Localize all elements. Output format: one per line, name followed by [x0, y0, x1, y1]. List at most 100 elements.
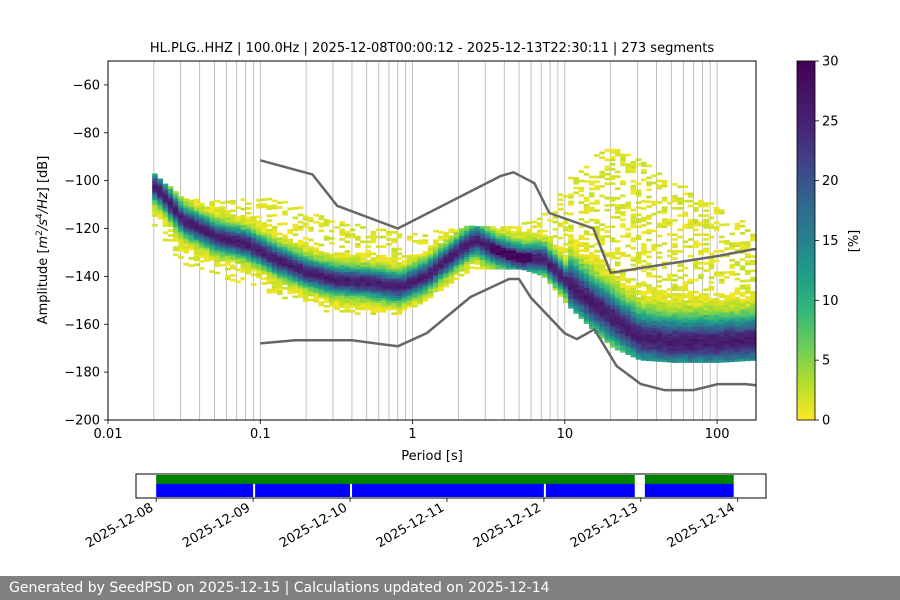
heatmap-cell	[739, 267, 746, 271]
heatmap-cell	[380, 269, 387, 272]
heatmap-cell	[479, 250, 486, 253]
heatmap-cell	[500, 252, 507, 256]
heatmap-cell	[666, 359, 673, 363]
heatmap-cell	[256, 270, 262, 274]
heatmap-cell	[193, 227, 200, 231]
heatmap-cell	[443, 255, 449, 259]
heatmap-cell	[406, 300, 413, 303]
heatmap-cell	[578, 309, 585, 312]
heatmap-cell	[682, 317, 689, 320]
heatmap-cell	[682, 211, 689, 215]
heatmap-cell	[661, 349, 668, 353]
heatmap-cell	[510, 245, 517, 248]
heatmap-cell	[521, 246, 527, 249]
heatmap-cell	[406, 278, 413, 282]
heatmap-cell	[495, 250, 501, 253]
heatmap-cell	[417, 299, 423, 303]
heatmap-cell	[599, 290, 605, 294]
heatmap-cell	[479, 235, 486, 239]
heatmap-cell	[287, 272, 293, 275]
heatmap-cell	[422, 275, 429, 278]
heatmap-cell	[588, 316, 595, 320]
heatmap-cell	[188, 221, 195, 224]
heatmap-cell	[651, 303, 657, 307]
heatmap-cell	[391, 252, 397, 256]
heatmap-cell	[661, 316, 668, 320]
heatmap-cell	[599, 194, 605, 198]
heatmap-cell	[250, 261, 257, 265]
heatmap-cell	[334, 254, 340, 258]
heatmap-cell	[666, 273, 673, 277]
heatmap-cell	[370, 281, 377, 284]
heatmap-cell	[604, 204, 611, 207]
heatmap-cell	[724, 295, 730, 298]
heatmap-cell	[204, 237, 210, 241]
heatmap-cell	[219, 263, 226, 267]
heatmap-cell	[646, 353, 652, 357]
heatmap-cell	[677, 202, 683, 205]
heatmap-cell	[250, 254, 257, 258]
heatmap-cell	[557, 289, 564, 293]
heatmap-cell	[261, 265, 267, 268]
heatmap-cell	[401, 271, 408, 275]
heatmap-cell	[349, 254, 356, 258]
heatmap-cell	[266, 250, 273, 254]
heatmap-cell	[365, 297, 371, 301]
heatmap-cell	[604, 309, 611, 312]
heatmap-cell	[661, 354, 668, 358]
heatmap-cell	[287, 231, 293, 235]
heatmap-cell	[562, 221, 569, 225]
heatmap-cell	[297, 290, 304, 293]
heatmap-cell	[677, 352, 683, 356]
heatmap-cell	[698, 300, 704, 304]
heatmap-cell	[698, 319, 704, 323]
heatmap-cell	[588, 180, 595, 184]
heatmap-cell	[682, 331, 689, 335]
heatmap-cell	[308, 238, 314, 242]
heatmap-cell	[583, 314, 590, 317]
heatmap-cell	[380, 276, 387, 280]
heatmap-cell	[443, 253, 449, 257]
heatmap-cell	[292, 247, 299, 251]
heatmap-cell	[573, 289, 579, 293]
heatmap-cell	[365, 276, 371, 280]
heatmap-cell	[178, 220, 184, 223]
heatmap-cell	[666, 223, 673, 227]
heatmap-cell	[443, 246, 449, 250]
heatmap-cell	[640, 164, 647, 167]
heatmap-cell	[396, 285, 403, 289]
heatmap-cell	[640, 178, 647, 182]
heatmap-cell	[599, 283, 605, 286]
heatmap-cell	[386, 305, 392, 308]
heatmap-cell	[713, 274, 720, 277]
heatmap-cell	[380, 278, 387, 282]
heatmap-cell	[276, 263, 283, 267]
heatmap-cell	[245, 202, 252, 205]
heatmap-cell	[282, 296, 288, 300]
heatmap-cell	[542, 260, 548, 264]
heatmap-cell	[609, 237, 616, 240]
heatmap-cell	[474, 228, 481, 232]
heatmap-cell	[271, 276, 278, 279]
heatmap-cell	[724, 347, 730, 351]
heatmap-cell	[620, 311, 626, 315]
heatmap-cell	[698, 295, 704, 299]
heatmap-cell	[635, 328, 642, 331]
heatmap-cell	[599, 185, 605, 188]
heatmap-cell	[568, 267, 574, 271]
heatmap-cell	[448, 235, 455, 239]
heatmap-cell	[432, 277, 439, 281]
heatmap-cell	[469, 256, 475, 260]
heatmap-cell	[692, 305, 699, 308]
heatmap-cell	[594, 304, 600, 308]
heatmap-cell	[614, 251, 621, 255]
heatmap-cell	[542, 272, 548, 276]
heatmap-cell	[588, 302, 595, 306]
heatmap-cell	[157, 190, 163, 194]
heatmap-cell	[562, 228, 569, 232]
heatmap-cell	[276, 256, 283, 260]
heatmap-cell	[734, 320, 741, 324]
heatmap-cell	[505, 228, 512, 232]
heatmap-cell	[391, 230, 397, 234]
heatmap-cell	[536, 224, 543, 228]
